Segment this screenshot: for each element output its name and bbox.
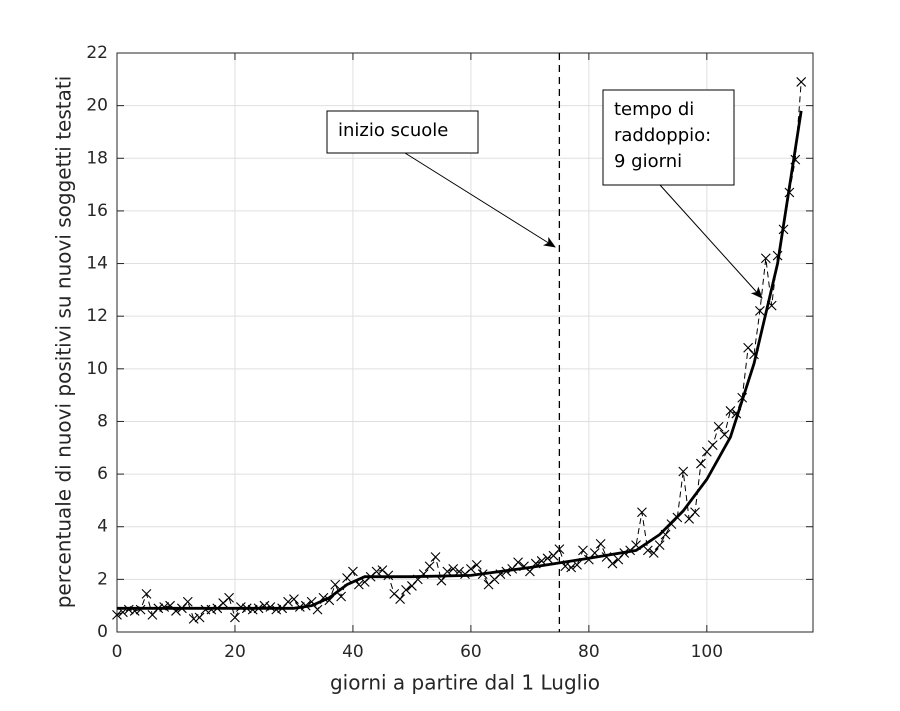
data-point [760, 253, 771, 264]
data-point [289, 594, 299, 604]
y-tick-label: 0 [97, 622, 108, 642]
y-tick-label: 6 [97, 464, 108, 484]
data-point [401, 585, 411, 595]
data-point [719, 429, 730, 440]
data-point [448, 563, 459, 574]
data-point [725, 406, 736, 416]
data-point [796, 77, 807, 87]
data-point [324, 595, 335, 606]
data-point [371, 566, 382, 577]
data-point [542, 553, 553, 564]
annotation-arrow [659, 184, 763, 299]
data-point [348, 566, 358, 577]
data-point [595, 538, 606, 549]
data-point [648, 548, 659, 558]
data-point [642, 545, 653, 556]
data-point [283, 596, 293, 607]
y-tick-label: 18 [86, 148, 108, 168]
data-point [637, 507, 647, 518]
annotation-text: 9 giorni [614, 151, 682, 172]
annotation-text: inizio scuole [338, 120, 448, 141]
x-tick-label: 100 [691, 642, 723, 662]
y-tick-label: 4 [97, 517, 108, 537]
data-point [554, 544, 565, 554]
y-tick-label: 2 [97, 569, 108, 589]
annotation-text: tempo di [614, 99, 694, 120]
data-point [188, 613, 199, 624]
annotation-box [602, 89, 735, 186]
data-point [513, 557, 523, 568]
y-tick-label: 22 [86, 43, 108, 63]
data-point [466, 563, 476, 574]
data-point [654, 540, 665, 551]
y-tick-label: 8 [97, 411, 108, 431]
y-tick-label: 14 [86, 254, 108, 274]
data-point [424, 561, 435, 572]
plot-frame [116, 52, 814, 633]
data-point [755, 306, 765, 316]
data-point [696, 458, 706, 469]
x-tick-label: 0 [112, 642, 123, 662]
data-point [312, 604, 323, 615]
data-point [578, 545, 588, 556]
y-tick-label: 16 [86, 201, 108, 221]
y-tick-label: 12 [86, 306, 108, 326]
x-tick-label: 40 [342, 642, 364, 662]
data-point [141, 588, 152, 599]
data-point [607, 558, 618, 569]
annotation-arrow [404, 152, 556, 248]
x-tick-label: 60 [460, 642, 482, 662]
data-point [707, 440, 718, 451]
data-point [230, 612, 240, 623]
annotation-box [326, 110, 479, 154]
y-tick-label: 10 [86, 359, 108, 379]
data-point [224, 592, 234, 603]
data-point [336, 591, 347, 602]
x-axis-label: giorni a partire dal 1 Luglio [330, 671, 600, 695]
y-axis-label: percentuale di nuovi positivi su nuovi s… [52, 76, 76, 609]
data-point [690, 507, 700, 518]
data-point [395, 594, 406, 604]
x-tick-label: 20 [224, 642, 246, 662]
data-point [182, 596, 193, 607]
y-tick-label: 20 [86, 96, 108, 116]
data-point [430, 552, 441, 562]
data-point [330, 579, 341, 590]
data-line [117, 110, 803, 610]
annotation-text: raddoppio: [614, 125, 711, 146]
x-tick-label: 80 [578, 642, 600, 662]
data-point [566, 562, 577, 573]
data-point [436, 575, 447, 586]
data-point [713, 421, 724, 432]
data-point [194, 612, 205, 623]
data-point [112, 610, 122, 620]
data-point [678, 466, 689, 477]
data-point [471, 560, 482, 570]
